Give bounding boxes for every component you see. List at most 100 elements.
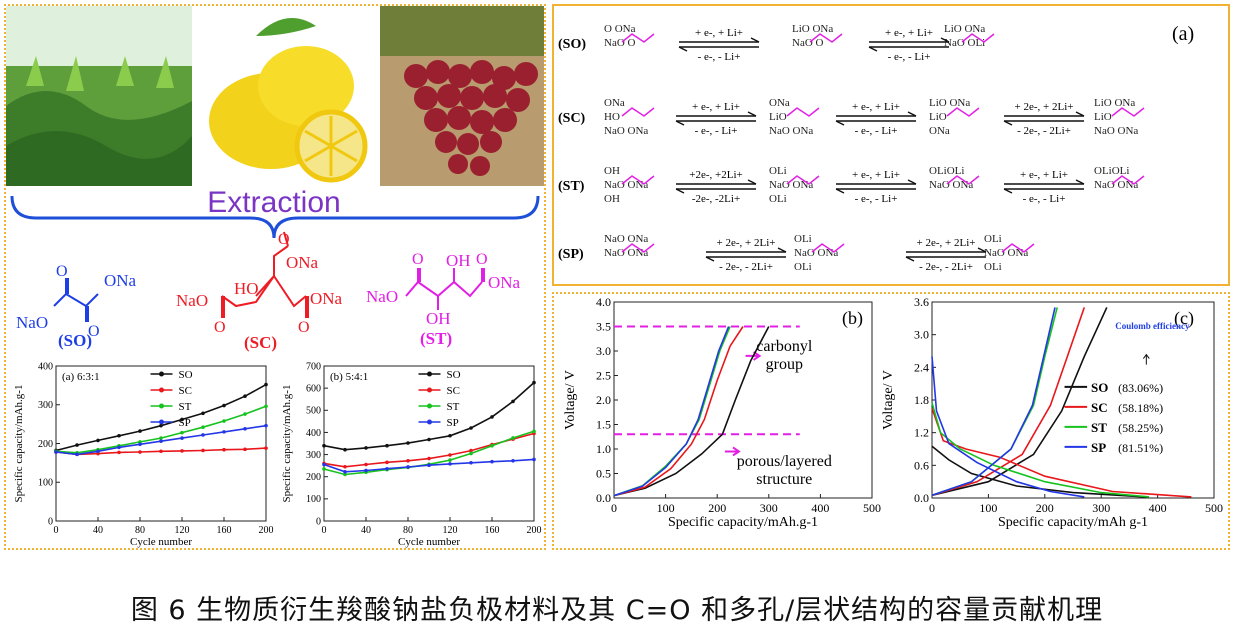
- data-point-SP: [54, 450, 58, 454]
- sc-group-ona-top: ONa: [286, 253, 319, 272]
- data-point-ST: [159, 436, 163, 440]
- legend-marker: [427, 387, 432, 393]
- sc-o-2: O: [298, 319, 310, 336]
- molecule-bond: [1111, 175, 1145, 185]
- x-axis-label: Cycle number: [130, 536, 192, 548]
- arrow-top-label: + e-, + Li+: [885, 27, 933, 39]
- y-tick-label: 0: [316, 516, 321, 527]
- data-point-SP: [322, 462, 326, 467]
- molecule-bond: [621, 107, 655, 117]
- y-tick-label: 3.5: [596, 320, 611, 334]
- st-group-oh-bottom: OH: [426, 309, 451, 328]
- data-point-ST: [243, 412, 247, 416]
- data-point-SP: [427, 463, 431, 468]
- so-o-1: O: [56, 263, 68, 280]
- molecule-group-text: OLi: [984, 261, 1002, 273]
- molecule-group-text: O ONa: [604, 23, 636, 35]
- data-point-ST: [448, 458, 452, 462]
- molecule-group-text: NaO O: [792, 37, 824, 49]
- legend-name: SO: [1091, 380, 1108, 395]
- molecule-group-text: OLi: [794, 233, 812, 245]
- y-tick-label: 1.8: [914, 393, 929, 407]
- arrow-porous: [724, 446, 741, 457]
- molecule-group-text: ONa: [604, 97, 625, 109]
- plot-frame: [931, 301, 1215, 499]
- molecule-bond: [621, 33, 655, 43]
- data-point-SP: [511, 458, 515, 463]
- molecule-group-text: NaO ONa: [984, 247, 1028, 259]
- molecule-bond: [946, 107, 980, 117]
- sc-o-3: O: [278, 231, 290, 248]
- molecule-group-text: NaO ONa: [1094, 179, 1138, 191]
- coulomb-efficiency-label: Coulomb efficiency: [1115, 321, 1190, 331]
- arrow-bottom-label: - e-, - Li+: [888, 51, 931, 63]
- legend-label: SC: [447, 385, 460, 397]
- data-point-ST: [490, 443, 494, 448]
- left-panel-graphic: Extraction ONa NaO (SO) O O ONa HO NaO O…: [6, 6, 544, 548]
- data-point-SP: [406, 465, 410, 469]
- data-point-SC: [385, 460, 389, 465]
- legend-marker: [159, 419, 164, 425]
- data-point-SC: [406, 458, 410, 463]
- arrow-top-label: + e-, + Li+: [852, 169, 900, 181]
- molecule-bond: [621, 175, 655, 185]
- so-group-nao: NaO: [16, 313, 48, 332]
- chart-title: (b) 5:4:1: [330, 371, 368, 383]
- molecule-group-text: LiO ONa: [944, 23, 985, 35]
- molecule-group-text: NaO ONa: [604, 233, 648, 245]
- y-tick-label: 500: [306, 406, 321, 417]
- extraction-label: Extraction: [207, 186, 340, 219]
- data-point-SO: [511, 399, 515, 404]
- molecule-bond: [811, 243, 845, 253]
- charge-curve-SC: [931, 307, 1086, 497]
- arrow-top-label: + 2e-, + 2Li+: [1015, 101, 1074, 113]
- st-group-oh-top: OH: [446, 251, 471, 270]
- data-point-SO: [364, 446, 368, 450]
- forward-arrowhead: [940, 37, 950, 43]
- molecule-group-text: OLiOLi: [1094, 165, 1129, 177]
- data-point-SO: [322, 443, 326, 448]
- arrow-bottom-label: - e-, - Li+: [698, 51, 741, 63]
- annotation-carbonyl-1: carbonyl: [756, 338, 813, 355]
- discharge-curve-ST: [931, 402, 1150, 498]
- y-tick-label: 2.4: [914, 360, 929, 374]
- molecule-group-text: OLi: [794, 261, 812, 273]
- molecule-st: [405, 268, 485, 310]
- data-point-SO: [201, 411, 205, 416]
- reaction-scheme-panel: (a) (SO) O ONa NaO O LiO ONa NaO O LiO ONa NaO…: [552, 4, 1230, 286]
- legend-marker: [159, 371, 164, 377]
- data-point-ST: [222, 419, 226, 423]
- legend-name: ST: [1091, 420, 1107, 435]
- legend-label: ST: [179, 401, 192, 413]
- st-o-1: O: [412, 251, 424, 268]
- so-label: (SO): [58, 331, 92, 350]
- y-axis-label: Voltage/ V: [563, 370, 578, 430]
- chart-title: (a) 6:3:1: [62, 371, 100, 383]
- st-label: (ST): [420, 329, 452, 348]
- legend-marker: [159, 387, 164, 393]
- data-point-SO: [343, 447, 347, 452]
- sc-o-1: O: [214, 319, 226, 336]
- legend-marker: [159, 403, 164, 409]
- forward-arrowhead: [777, 247, 787, 253]
- molecule-group-text: OLiOLi: [929, 165, 964, 177]
- data-point-SP: [364, 468, 368, 473]
- chart-title: (b): [842, 308, 863, 329]
- molecule-group-text: NaO ONa: [604, 247, 648, 259]
- lemon-photo: [196, 6, 376, 186]
- grape-photo: [380, 6, 544, 186]
- data-point-SO: [243, 394, 247, 399]
- molecule-bond: [809, 33, 843, 43]
- y-tick-label: 1.5: [596, 418, 611, 432]
- molecule-group-text: NaO ONa: [929, 179, 973, 191]
- x-tick-label: 400: [811, 501, 829, 515]
- molecule-group-text: NaO ONa: [604, 125, 648, 137]
- y-tick-label: 0.6: [914, 458, 929, 472]
- molecule-group-text: LiO ONa: [1094, 97, 1135, 109]
- molecule-group-text: ONa: [769, 97, 790, 109]
- y-tick-label: 3.6: [914, 295, 929, 309]
- arrow-top-label: + e-, + Li+: [692, 101, 740, 113]
- data-point-ST: [180, 430, 184, 435]
- data-point-ST: [201, 425, 205, 430]
- arrow-bottom-label: - 2e-, - 2Li+: [719, 261, 773, 273]
